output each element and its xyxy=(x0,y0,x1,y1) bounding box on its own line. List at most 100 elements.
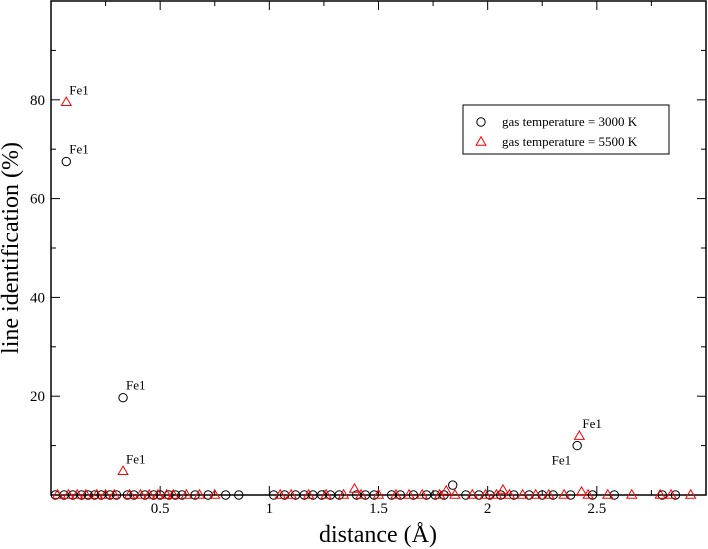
data-point-5500k xyxy=(167,488,180,499)
x-axis-title: distance (Å) xyxy=(319,522,437,548)
data-point-3000k xyxy=(548,490,558,500)
data-point-3000k xyxy=(177,490,187,500)
data-point-3000k xyxy=(203,490,213,500)
annotation-label: Fe1 xyxy=(582,416,602,431)
data-point-3000k xyxy=(439,490,449,500)
data-point-5500k xyxy=(516,488,529,499)
data-point-3000k xyxy=(485,490,495,500)
x-tick-label: 1 xyxy=(266,501,274,517)
data-point-5500k xyxy=(355,488,367,499)
data-point-5500k xyxy=(466,488,479,499)
data-point-5500k xyxy=(558,488,570,499)
data-point-3000k xyxy=(148,490,159,500)
data-point-5500k xyxy=(490,488,503,499)
data-point-5500k xyxy=(123,488,136,499)
data-point-3000k xyxy=(164,490,174,500)
data-point-5500k xyxy=(51,488,64,499)
data-point-3000k xyxy=(670,490,681,500)
data-point-5500k xyxy=(654,488,666,499)
data-point-3000k xyxy=(572,440,582,451)
data-point-3000k xyxy=(609,490,619,500)
data-point-5500k xyxy=(503,488,516,499)
y-tick-label: 40 xyxy=(30,290,45,306)
data-point-5500k xyxy=(99,488,112,499)
data-point-5500k xyxy=(285,488,297,499)
y-tick-label: 80 xyxy=(30,93,45,109)
data-point-5500k xyxy=(543,488,555,499)
data-point-5500k xyxy=(62,488,75,499)
data-point-3000k xyxy=(461,490,471,500)
data-point-5500k xyxy=(529,488,542,499)
data-point-5500k xyxy=(152,488,164,499)
data-point-5500k xyxy=(575,485,588,496)
data-point-5500k xyxy=(390,488,402,499)
data-point-5500k xyxy=(71,488,83,499)
data-point-5500k xyxy=(302,488,315,499)
data-point-3000k xyxy=(234,490,244,500)
data-point-5500k xyxy=(337,488,350,499)
data-point-3000k xyxy=(190,490,200,500)
data-point-5500k xyxy=(108,488,121,499)
data-point-3000k xyxy=(118,392,128,403)
data-point-3000k xyxy=(269,490,279,500)
data-point-5500k xyxy=(497,483,509,494)
data-point-3000k xyxy=(105,490,115,500)
annotation-label: Fe1 xyxy=(69,82,89,97)
data-point-5500k xyxy=(143,488,156,499)
data-point-3000k xyxy=(509,490,519,500)
data-point-3000k xyxy=(496,490,506,500)
data-point-5500k xyxy=(601,488,614,499)
data-point-5500k xyxy=(208,488,221,499)
data-point-3000k xyxy=(122,490,133,500)
data-point-5500k xyxy=(160,488,173,499)
data-point-3000k xyxy=(537,490,547,500)
data-point-5500k xyxy=(80,488,92,499)
data-point-3000k xyxy=(474,490,484,500)
data-point-5500k xyxy=(193,488,206,499)
annotation-label: Fe1 xyxy=(126,451,146,466)
legend-label-3000k: gas temperature = 3000 K xyxy=(502,114,638,129)
x-tick-label: 0.5 xyxy=(151,501,170,517)
data-point-3000k xyxy=(565,490,576,500)
series-layer xyxy=(50,96,697,500)
data-point-5500k xyxy=(684,488,697,499)
data-point-5500k xyxy=(582,488,594,499)
data-point-3000k xyxy=(129,490,139,500)
y-axis-ticks: 20 40 60 80 xyxy=(30,49,706,447)
data-point-3000k xyxy=(448,480,458,490)
data-point-5500k xyxy=(60,96,73,106)
data-point-3000k xyxy=(395,490,406,500)
plot-frame xyxy=(50,0,707,496)
data-point-3000k xyxy=(76,490,87,500)
data-point-3000k xyxy=(334,490,344,500)
data-point-5500k xyxy=(416,488,428,499)
data-point-5500k xyxy=(117,465,129,475)
legend: gas temperature = 3000 K gas temperature… xyxy=(462,104,670,155)
y-tick-label: 20 xyxy=(30,389,45,405)
data-point-5500k xyxy=(449,488,461,499)
y-tick-label: 60 xyxy=(30,192,45,208)
data-point-3000k xyxy=(83,490,93,500)
x-axis-ticks: 0.5 1 1.5 2 2.5 xyxy=(105,1,652,517)
data-point-3000k xyxy=(524,490,534,500)
annotation-label: Fe1 xyxy=(126,378,146,393)
data-point-3000k xyxy=(587,490,598,500)
data-point-5500k xyxy=(320,488,332,499)
y-axis-title: line identification (%) xyxy=(0,142,24,354)
data-point-3000k xyxy=(408,490,419,500)
data-point-5500k xyxy=(625,488,638,499)
data-point-5500k xyxy=(433,488,446,499)
data-point-5500k xyxy=(479,488,492,499)
data-point-3000k xyxy=(89,490,100,500)
x-tick-label: 2.5 xyxy=(587,501,606,517)
data-point-5500k xyxy=(372,488,385,499)
data-point-5500k xyxy=(134,488,147,499)
data-point-3000k xyxy=(657,490,668,500)
data-point-3000k xyxy=(111,490,122,500)
legend-marker-circle xyxy=(476,117,486,127)
data-point-5500k xyxy=(665,488,677,499)
data-point-5500k xyxy=(274,488,287,499)
annotation-layer: Fe1 Fe1 Fe1 Fe1 Fe1 Fe1 xyxy=(69,82,602,467)
legend-box xyxy=(462,104,670,155)
data-point-3000k xyxy=(220,490,231,500)
